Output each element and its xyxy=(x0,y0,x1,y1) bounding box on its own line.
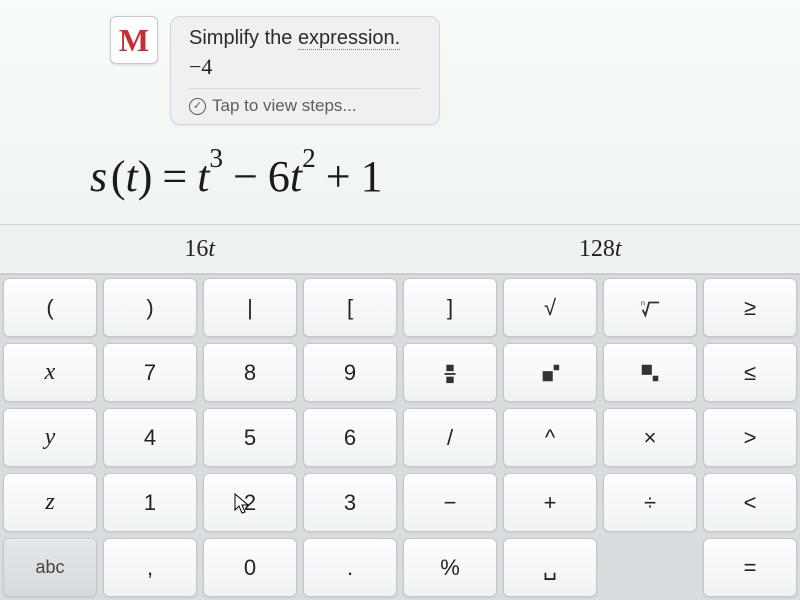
preview-right-var: t xyxy=(615,236,622,263)
rbracket-key[interactable]: ] xyxy=(403,278,497,337)
app-logo[interactable]: M xyxy=(110,16,158,64)
top-area: M Simplify the expression. −4 ✓ Tap to v… xyxy=(0,0,800,224)
gte-key[interactable]: ≥ xyxy=(703,278,797,337)
rparen-key[interactable]: ) xyxy=(103,278,197,337)
exponent-icon xyxy=(539,362,561,384)
digit-7-key[interactable]: 7 xyxy=(103,343,197,402)
result-title: Simplify the expression. xyxy=(189,27,421,50)
period-key[interactable]: . xyxy=(303,538,397,597)
preview-bar: 16t 128t xyxy=(0,224,800,274)
abc-key[interactable]: abc xyxy=(3,538,97,597)
digit-2-key[interactable]: 2 xyxy=(203,473,297,532)
keyboard-row: x789 ≤ xyxy=(0,340,800,405)
digit-9-key[interactable]: 9 xyxy=(303,343,397,402)
multiply-key[interactable]: × xyxy=(603,408,697,467)
preview-right[interactable]: 128t xyxy=(401,225,800,273)
equals-key[interactable]: = xyxy=(703,538,797,597)
app-logo-letter: M xyxy=(119,24,149,56)
lbracket-key[interactable]: [ xyxy=(303,278,397,337)
lte-key[interactable]: ≤ xyxy=(703,343,797,402)
var-x-key[interactable]: x xyxy=(3,343,97,402)
fraction-key[interactable] xyxy=(403,343,497,402)
preview-left[interactable]: 16t xyxy=(0,225,400,273)
space-key[interactable]: ␣ xyxy=(503,538,597,597)
equation-area[interactable]: s (t)=t3−6t2+1 xyxy=(0,125,800,224)
keyboard-row: abc,0.%␣ = xyxy=(0,535,800,600)
view-steps-button[interactable]: ✓ Tap to view steps... xyxy=(189,88,421,116)
var-y-key[interactable]: y xyxy=(3,408,97,467)
keyboard-row: y456/^×> xyxy=(0,405,800,470)
comma-key[interactable]: , xyxy=(103,538,197,597)
result-card: Simplify the expression. −4 ✓ Tap to vie… xyxy=(170,16,440,125)
view-steps-label: Tap to view steps... xyxy=(212,96,357,116)
caret-key[interactable]: ^ xyxy=(503,408,597,467)
result-value: −4 xyxy=(189,54,421,80)
sqrt-key[interactable]: √ xyxy=(503,278,597,337)
check-icon: ✓ xyxy=(189,98,206,115)
keyboard-row: z123−+÷< xyxy=(0,470,800,535)
subscript-icon xyxy=(639,362,661,384)
var-z-key[interactable]: z xyxy=(3,473,97,532)
top-row: M Simplify the expression. −4 ✓ Tap to v… xyxy=(0,16,800,125)
keyboard-row: ()|[]√ n ≥ xyxy=(0,275,800,340)
math-keyboard: ()|[]√n≥x789≤y456/^×>z123−+÷<abc,0.%␣= xyxy=(0,274,800,600)
fraction-icon xyxy=(439,362,461,384)
result-title-underlined: expression. xyxy=(298,27,400,50)
exponent-key[interactable] xyxy=(503,343,597,402)
preview-left-num: 16 xyxy=(184,236,208,263)
digit-0-key[interactable]: 0 xyxy=(203,538,297,597)
digit-5-key[interactable]: 5 xyxy=(203,408,297,467)
nthroot-icon: n xyxy=(639,297,661,319)
digit-3-key[interactable]: 3 xyxy=(303,473,397,532)
digit-1-key[interactable]: 1 xyxy=(103,473,197,532)
lparen-key[interactable]: ( xyxy=(3,278,97,337)
pipe-key[interactable]: | xyxy=(203,278,297,337)
subscript-key[interactable] xyxy=(603,343,697,402)
nthroot-key[interactable]: n xyxy=(603,278,697,337)
gt-key[interactable]: > xyxy=(703,408,797,467)
digit-8-key[interactable]: 8 xyxy=(203,343,297,402)
digit-4-key[interactable]: 4 xyxy=(103,408,197,467)
slash-key[interactable]: / xyxy=(403,408,497,467)
equation-display: s (t)=t3−6t2+1 xyxy=(90,151,800,202)
digit-6-key[interactable]: 6 xyxy=(303,408,397,467)
result-title-prefix: Simplify the xyxy=(189,27,298,49)
preview-left-var: t xyxy=(208,236,215,263)
minus-key[interactable]: − xyxy=(403,473,497,532)
preview-right-num: 128 xyxy=(579,236,615,263)
percent-key[interactable]: % xyxy=(403,538,497,597)
divide-key[interactable]: ÷ xyxy=(603,473,697,532)
svg-text:n: n xyxy=(641,298,645,307)
lt-key[interactable]: < xyxy=(703,473,797,532)
plus-key[interactable]: + xyxy=(503,473,597,532)
